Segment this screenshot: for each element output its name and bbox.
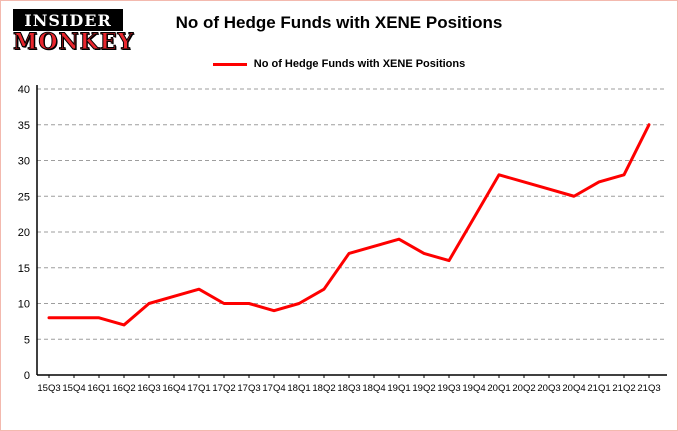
y-tick-label: 35 xyxy=(18,120,30,132)
y-tick-label: 5 xyxy=(24,334,30,346)
x-tick-label: 21Q3 xyxy=(637,383,660,394)
x-tick-label: 20Q1 xyxy=(487,383,510,394)
insider-monkey-logo: INSIDER MONKEY xyxy=(13,9,135,55)
x-tick-label: 18Q4 xyxy=(362,383,385,394)
y-tick-label: 30 xyxy=(18,156,30,168)
x-tick-label: 16Q3 xyxy=(137,383,160,394)
x-tick-label: 19Q4 xyxy=(462,383,485,394)
x-tick-label: 15Q3 xyxy=(37,383,60,394)
x-tick-label: 16Q2 xyxy=(112,383,135,394)
y-tick-label: 10 xyxy=(18,299,30,311)
x-tick-label: 18Q2 xyxy=(312,383,335,394)
y-tick-label: 0 xyxy=(24,370,30,382)
x-tick-label: 20Q3 xyxy=(537,383,560,394)
y-tick-label: 25 xyxy=(18,191,30,203)
y-tick-label: 40 xyxy=(18,84,30,96)
x-tick-label: 17Q1 xyxy=(187,383,210,394)
y-tick-label: 15 xyxy=(18,263,30,275)
x-tick-label: 17Q4 xyxy=(262,383,285,394)
chart-legend: No of Hedge Funds with XENE Positions xyxy=(1,58,677,70)
y-tick-label: 20 xyxy=(18,227,30,239)
x-tick-label: 20Q2 xyxy=(512,383,535,394)
x-tick-label: 19Q1 xyxy=(387,383,410,394)
x-tick-label: 19Q2 xyxy=(412,383,435,394)
x-tick-label: 20Q4 xyxy=(562,383,585,394)
legend-line-swatch xyxy=(212,62,247,66)
x-tick-label: 19Q3 xyxy=(437,383,460,394)
logo-text-monkey: MONKEY xyxy=(13,29,135,55)
x-tick-label: 15Q4 xyxy=(62,383,85,394)
x-tick-label: 16Q4 xyxy=(162,383,185,394)
x-tick-label: 16Q1 xyxy=(87,383,110,394)
logo-text-insider: INSIDER xyxy=(13,9,123,31)
chart-title: No of Hedge Funds with XENE Positions xyxy=(175,13,503,32)
x-tick-label: 18Q3 xyxy=(337,383,360,394)
x-tick-label: 18Q1 xyxy=(287,383,310,394)
x-tick-label: 21Q1 xyxy=(587,383,610,394)
x-tick-label: 17Q3 xyxy=(237,383,260,394)
x-tick-label: 17Q2 xyxy=(212,383,235,394)
legend-label: No of Hedge Funds with XENE Positions xyxy=(253,58,466,70)
x-tick-label: 21Q2 xyxy=(612,383,635,394)
series-line xyxy=(47,123,651,327)
